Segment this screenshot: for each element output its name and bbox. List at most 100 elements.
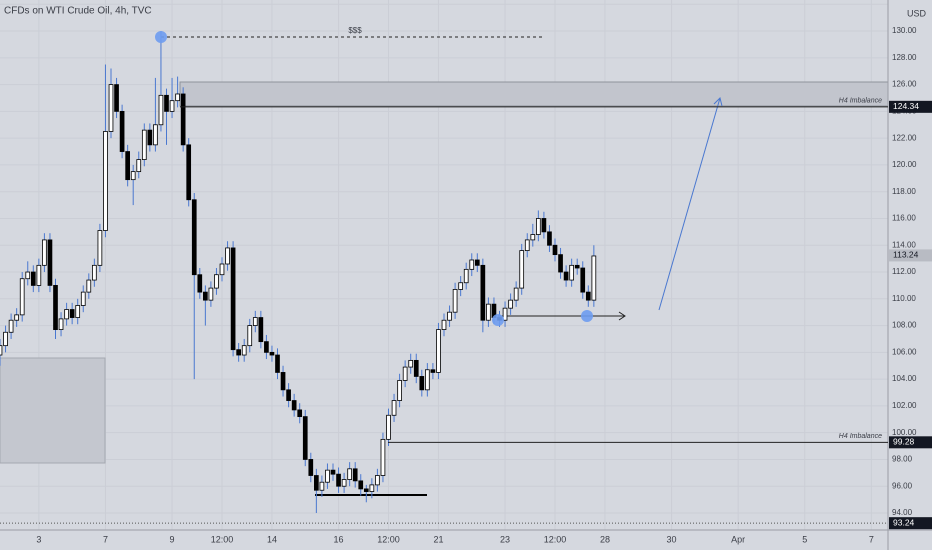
x-tick-label: 30 bbox=[667, 534, 677, 544]
candle-body bbox=[0, 345, 3, 356]
candle-body bbox=[308, 459, 314, 476]
candle-body bbox=[452, 289, 458, 313]
x-tick-label: 12:00 bbox=[211, 534, 234, 544]
candle-body bbox=[552, 244, 558, 256]
level-price: 124.34 bbox=[893, 101, 919, 111]
y-tick-label: 98.00 bbox=[892, 455, 913, 464]
candle-body bbox=[563, 271, 569, 281]
candle-body bbox=[480, 264, 486, 321]
y-tick-label: 112.00 bbox=[892, 267, 916, 276]
chart-title: CFDs on WTI Crude Oil, 4h, TVC bbox=[4, 6, 152, 17]
currency-bg bbox=[889, 0, 932, 22]
candle-body bbox=[247, 325, 253, 347]
candle-body bbox=[580, 267, 586, 293]
candle-body bbox=[547, 231, 552, 246]
candle-body bbox=[175, 93, 180, 102]
candle-body bbox=[486, 303, 491, 321]
x-tick-label: 16 bbox=[334, 534, 344, 544]
low-price: 93.24 bbox=[893, 517, 915, 527]
candle-body bbox=[158, 94, 164, 126]
y-tick-label: 128.00 bbox=[892, 53, 917, 62]
candle-body bbox=[574, 264, 580, 269]
candle-body bbox=[474, 259, 480, 266]
y-tick-label: 106.00 bbox=[892, 347, 917, 356]
candle-body bbox=[302, 416, 308, 460]
candle-body bbox=[291, 400, 297, 411]
y-tick-label: 122.00 bbox=[892, 133, 917, 142]
x-tick-label: 3 bbox=[36, 534, 41, 544]
candle-body bbox=[236, 349, 241, 356]
projection-head bbox=[713, 97, 723, 107]
candle-body bbox=[180, 93, 186, 146]
level-label: H4 Imbalance bbox=[839, 98, 882, 105]
x-tick-label: 5 bbox=[802, 534, 807, 544]
x-tick-label: 9 bbox=[170, 534, 175, 544]
x-tick-label: 23 bbox=[500, 534, 510, 544]
candle-body bbox=[441, 319, 447, 330]
candle-body bbox=[164, 94, 169, 112]
candle-body bbox=[141, 129, 147, 160]
candle-body bbox=[280, 372, 286, 391]
candle-body bbox=[219, 263, 225, 276]
candle-body bbox=[197, 274, 203, 293]
candle-body bbox=[25, 271, 31, 280]
candle-body bbox=[469, 259, 475, 270]
zone-box bbox=[0, 357, 106, 464]
candle-body bbox=[30, 271, 36, 286]
candle-body bbox=[191, 199, 197, 276]
low-price-bg bbox=[889, 517, 932, 530]
candle-body bbox=[241, 345, 247, 356]
marker bbox=[581, 310, 593, 322]
candle-body bbox=[513, 287, 519, 301]
candle-body bbox=[147, 129, 153, 146]
candle-body bbox=[225, 247, 230, 265]
level-label: H4 Imbalance bbox=[839, 433, 882, 440]
candle-body bbox=[186, 144, 192, 201]
candle-body bbox=[214, 274, 219, 289]
x-tick-label: 7 bbox=[869, 534, 874, 544]
candle-body bbox=[391, 400, 397, 416]
candle-body bbox=[397, 380, 402, 401]
candle-body bbox=[352, 468, 358, 482]
candle-body bbox=[369, 484, 375, 492]
candle-body bbox=[80, 291, 86, 306]
y-tick-label: 126.00 bbox=[892, 80, 917, 89]
candle-body bbox=[569, 264, 574, 281]
candle-body bbox=[42, 239, 47, 266]
y-tick-label: 130.00 bbox=[892, 26, 917, 35]
currency: USD bbox=[907, 8, 927, 18]
candle-body bbox=[69, 309, 75, 318]
y-tick-label: 94.00 bbox=[892, 508, 913, 517]
candle-body bbox=[585, 291, 591, 301]
x-tick-label: 12:00 bbox=[544, 534, 567, 544]
y-tick-label: 96.00 bbox=[892, 481, 913, 490]
candle-body bbox=[425, 369, 430, 391]
candle-body bbox=[519, 250, 525, 289]
candle-body bbox=[502, 307, 508, 321]
candle-body bbox=[203, 291, 208, 301]
candle-body bbox=[114, 84, 119, 112]
candle-body bbox=[419, 376, 425, 391]
candle-body bbox=[363, 488, 369, 492]
candle-body bbox=[19, 278, 25, 316]
level-price-bg bbox=[889, 100, 932, 113]
candle-body bbox=[358, 480, 364, 490]
candle-body bbox=[275, 354, 280, 373]
last-price-bg bbox=[889, 249, 932, 262]
marker bbox=[155, 31, 167, 43]
y-tick-label: 116.00 bbox=[892, 214, 916, 223]
candle-body bbox=[436, 329, 441, 373]
axes: 94.00 96.00 98.00 100.00 102.00 104.00 106.00 1… bbox=[36, 0, 932, 544]
grid bbox=[0, 0, 888, 530]
candle-body bbox=[125, 151, 130, 181]
candle-body bbox=[297, 409, 303, 418]
candle-body bbox=[402, 366, 408, 381]
x-tick-label: 21 bbox=[433, 534, 443, 544]
level-price-bg bbox=[889, 436, 932, 449]
arrow-head bbox=[618, 311, 626, 321]
y-tick-label: 120.00 bbox=[892, 160, 917, 169]
marker bbox=[492, 314, 504, 326]
candle-body bbox=[153, 124, 158, 146]
candle-body bbox=[330, 469, 336, 475]
candle-body bbox=[524, 239, 530, 252]
